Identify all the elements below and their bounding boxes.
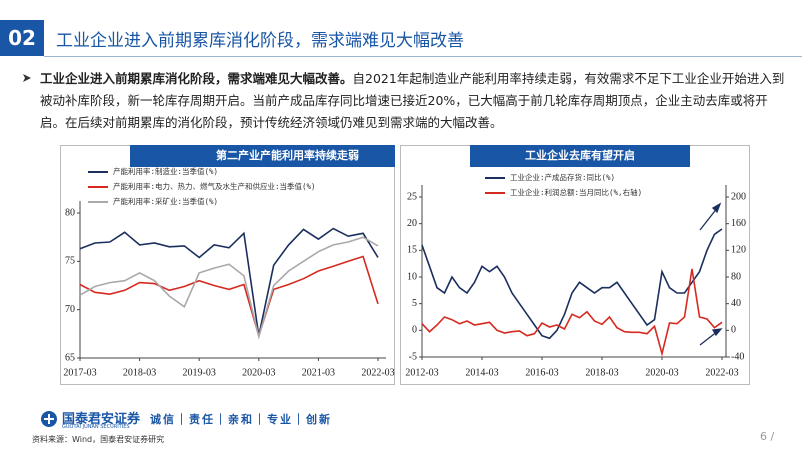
y-tick-label: 25 [407,191,417,202]
logo-text: 国泰君安证券 [62,412,141,427]
x-tick-label: 2021-03 [302,367,335,378]
title-banner [470,145,690,167]
y-tick-label: 70 [65,304,75,315]
y-tick-label: 80 [65,207,75,218]
y-tick-label: 20 [407,218,417,229]
y-tick-label: 5 [412,298,417,309]
bullet-lead: 工业企业进入前期累库消化阶段，需求端难见大幅改善。 [40,71,353,86]
series-line [79,227,379,336]
y2-tick-label: 40 [731,298,741,309]
legend-label: 工业企业:产成品存货:同比(%) [510,172,615,182]
x-tick-label: 2022-03 [361,367,394,378]
series-line [79,255,379,339]
y-tick-label: 10 [407,271,417,282]
y2-tick-label: 0 [731,325,736,336]
logo-icon [41,411,57,427]
series-line [421,268,723,357]
bullet-body: 自2021年起制造业产能利用率持续走弱，有效需求不足下工业企业开始进入到被动补库… [40,71,785,130]
chart-title: 工业企业去库有望开启 [525,148,635,162]
y-tick-label: 75 [65,256,75,267]
slogan: 诚信｜责任｜亲和｜专业｜创新 [150,413,332,426]
y2-tick-label: -40 [731,351,744,362]
title-banner [130,145,395,167]
legend-label: 产能利用率:电力、热力、燃气及水生产和供应业:当季值(%) [113,181,316,191]
x-tick-label: 2022-03 [705,367,738,378]
logo-english: GUOTAI JUNAN SECURITIES [62,424,130,430]
series-line [79,236,379,340]
bullet-icon [23,74,31,82]
y2-tick-label: 200 [731,191,746,202]
x-tick-label: 2019-03 [183,367,216,378]
y-tick-label: 65 [65,352,75,363]
x-tick-label: 2016-03 [525,367,558,378]
chart-title: 第二产业产能利用率持续走弱 [216,148,359,162]
legend-label: 产能利用率:采矿业:当季值(%) [113,196,218,206]
y-tick-label: 15 [407,245,417,256]
x-tick-label: 2020-03 [645,367,678,378]
x-tick-label: 2018-03 [585,367,618,378]
x-tick-label: 2020-03 [242,367,275,378]
chart: 第二产业产能利用率持续走弱 65 70 75 80 2017-03 2018-03 2019-… [60,145,395,385]
x-tick-label: 2014-03 [465,367,498,378]
page-number: 6 / [760,430,775,443]
y-tick-label: -5 [409,351,417,362]
x-tick-label: 2012-03 [405,367,438,378]
series-line [421,228,723,340]
y2-tick-label: 80 [731,271,741,282]
chart: 工业企业去库有望开启 -5 0 5 10 15 20 25 -40 0 40 80 120 160 200 2… [400,145,750,385]
section-number: 02 [0,20,44,56]
trend-arrow [699,202,723,346]
slide-title: 工业企业进入前期累库消化阶段，需求端难见大幅改善 [56,31,464,51]
x-tick-label: 2017-03 [63,367,96,378]
bullet-text: 工业企业进入前期累库消化阶段，需求端难见大幅改善。自2021年起制造业产能利用率… [40,68,792,134]
title-rule [44,56,802,57]
source-note: 资料来源：Wind，国泰君安证券研究 [32,435,165,444]
legend-label: 工业企业:利润总额:当月同比(%,右轴) [510,187,642,197]
y-tick-label: 0 [412,325,417,336]
y2-tick-label: 120 [731,245,746,256]
x-tick-label: 2018-03 [123,367,156,378]
y2-tick-label: 160 [731,218,746,229]
legend-label: 产能利用率:制造业:当季值(%) [113,166,218,176]
